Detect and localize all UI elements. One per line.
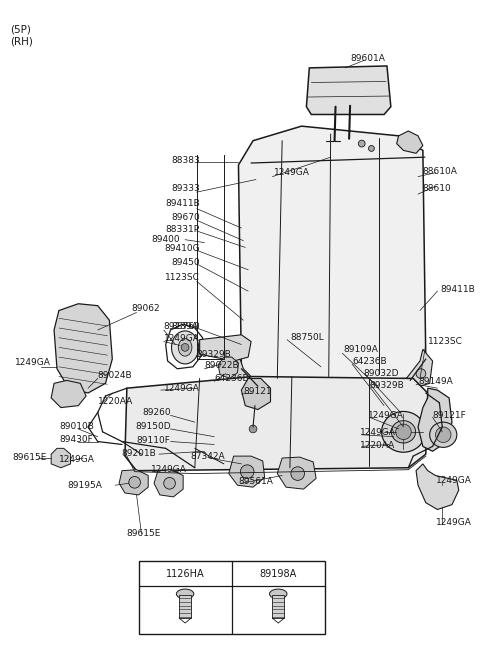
- Text: 89239A: 89239A: [164, 321, 199, 331]
- Polygon shape: [54, 304, 112, 393]
- Circle shape: [129, 476, 141, 488]
- Polygon shape: [51, 380, 86, 407]
- Text: 89670: 89670: [171, 213, 200, 222]
- Text: 89450: 89450: [171, 258, 200, 266]
- Text: 1249GA: 1249GA: [435, 518, 471, 527]
- Text: 89024B: 89024B: [98, 371, 132, 380]
- Polygon shape: [277, 457, 316, 489]
- Text: 89329B: 89329B: [197, 350, 231, 359]
- Text: 1123SC: 1123SC: [165, 273, 200, 282]
- Ellipse shape: [382, 411, 425, 452]
- Polygon shape: [119, 470, 148, 495]
- Polygon shape: [418, 388, 452, 451]
- Ellipse shape: [391, 420, 416, 443]
- Text: (5P): (5P): [11, 24, 31, 34]
- Polygon shape: [125, 377, 428, 470]
- Text: 1249GA: 1249GA: [275, 168, 310, 177]
- Text: 1249GA: 1249GA: [164, 334, 200, 343]
- Text: 87342A: 87342A: [190, 451, 225, 461]
- Text: 89121F: 89121F: [432, 411, 467, 420]
- Text: 1220AA: 1220AA: [360, 441, 395, 450]
- Text: 1249GA: 1249GA: [360, 428, 396, 438]
- Text: 1123SC: 1123SC: [428, 337, 463, 346]
- Text: 1220AA: 1220AA: [98, 398, 133, 406]
- Polygon shape: [396, 131, 423, 154]
- Text: 88610: 88610: [423, 184, 452, 193]
- Circle shape: [249, 425, 257, 433]
- Text: 1126HA: 1126HA: [166, 569, 204, 579]
- FancyBboxPatch shape: [179, 595, 191, 618]
- Text: 1249GA: 1249GA: [59, 455, 95, 464]
- Circle shape: [369, 146, 374, 152]
- Text: 89333: 89333: [171, 184, 200, 193]
- Text: 89430F: 89430F: [59, 435, 93, 444]
- Text: 89195A: 89195A: [68, 481, 103, 490]
- FancyBboxPatch shape: [273, 595, 284, 618]
- Circle shape: [230, 379, 238, 386]
- Text: 89110F: 89110F: [137, 436, 170, 445]
- Text: 89022B: 89022B: [204, 361, 239, 371]
- Text: 1249GA: 1249GA: [15, 358, 51, 367]
- Text: (RH): (RH): [11, 37, 33, 47]
- Text: 1249GA: 1249GA: [164, 384, 200, 393]
- Ellipse shape: [176, 589, 194, 599]
- Circle shape: [181, 344, 189, 352]
- Circle shape: [240, 465, 254, 478]
- Circle shape: [416, 369, 426, 379]
- Text: 88383: 88383: [171, 155, 200, 165]
- Text: 89260: 89260: [142, 408, 170, 417]
- Text: 88331P: 88331P: [166, 224, 200, 234]
- Text: 89032D: 89032D: [364, 369, 399, 378]
- Text: 89109A: 89109A: [343, 345, 378, 354]
- Polygon shape: [218, 357, 239, 379]
- Circle shape: [359, 140, 365, 147]
- Ellipse shape: [178, 338, 192, 356]
- Text: 89121: 89121: [243, 386, 272, 396]
- Text: 89150D: 89150D: [135, 422, 170, 432]
- Ellipse shape: [171, 331, 199, 364]
- Text: 64236B: 64236B: [214, 374, 249, 383]
- FancyBboxPatch shape: [139, 561, 325, 634]
- Text: 89201B: 89201B: [121, 449, 156, 458]
- Text: 89410G: 89410G: [164, 244, 200, 253]
- Circle shape: [396, 424, 411, 440]
- Text: 64236B: 64236B: [352, 358, 387, 367]
- Text: 89010B: 89010B: [59, 422, 94, 430]
- Text: 89149A: 89149A: [418, 377, 453, 386]
- Text: 1249GA: 1249GA: [435, 476, 471, 485]
- Polygon shape: [407, 350, 432, 388]
- Polygon shape: [241, 379, 271, 409]
- Text: 88750L: 88750L: [290, 333, 324, 342]
- Circle shape: [435, 427, 451, 443]
- Text: 89601A: 89601A: [350, 54, 385, 63]
- Text: 89561A: 89561A: [239, 477, 273, 486]
- Text: 1249GA: 1249GA: [151, 465, 187, 474]
- Text: 89411B: 89411B: [440, 285, 475, 294]
- Text: 89411B: 89411B: [165, 199, 200, 208]
- Polygon shape: [154, 470, 183, 497]
- Text: 89400: 89400: [152, 236, 180, 244]
- Polygon shape: [51, 448, 71, 468]
- Ellipse shape: [430, 422, 457, 447]
- Ellipse shape: [270, 589, 287, 599]
- Text: 89615E: 89615E: [127, 529, 161, 539]
- Text: 89615E: 89615E: [12, 453, 47, 462]
- Polygon shape: [416, 464, 459, 510]
- Text: 88760: 88760: [171, 321, 200, 331]
- Text: 89062: 89062: [132, 304, 160, 313]
- Polygon shape: [306, 66, 391, 115]
- Polygon shape: [229, 456, 264, 487]
- Text: 88610A: 88610A: [423, 167, 458, 176]
- Polygon shape: [200, 335, 251, 361]
- Circle shape: [164, 478, 175, 489]
- Text: 89329B: 89329B: [370, 380, 404, 390]
- Circle shape: [291, 467, 304, 480]
- Polygon shape: [239, 126, 426, 383]
- Polygon shape: [229, 354, 258, 393]
- Text: 1249GA: 1249GA: [368, 411, 403, 420]
- Text: 89198A: 89198A: [260, 569, 297, 579]
